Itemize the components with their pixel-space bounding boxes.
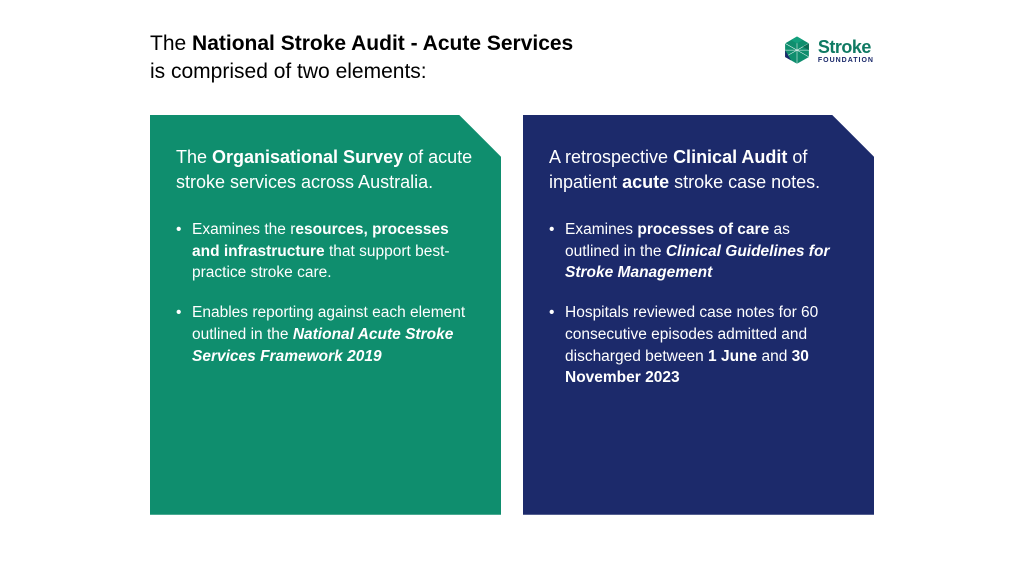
logo-text: Stroke FOUNDATION [818, 38, 874, 64]
panel-right-heading: A retrospective Clinical Audit of inpati… [549, 145, 848, 195]
title-line2: is comprised of two elements: [150, 60, 427, 83]
txt: and [757, 348, 791, 365]
txt-bold: acute [622, 172, 669, 192]
panel-right-bullets: Examines processes of care as outlined i… [549, 219, 848, 389]
logo-main-text: Stroke [818, 38, 874, 56]
header-row: The National Stroke Audit - Acute Servic… [150, 30, 874, 87]
panels-container: The Organisational Survey of acute strok… [150, 115, 874, 515]
panel-left-heading: The Organisational Survey of acute strok… [176, 145, 475, 195]
title-prefix: The [150, 32, 192, 55]
page-title: The National Stroke Audit - Acute Servic… [150, 30, 573, 87]
list-item: Enables reporting against each element o… [176, 302, 475, 367]
title-bold: National Stroke Audit - Acute Services [192, 32, 573, 55]
list-item: Hospitals reviewed case notes for 60 con… [549, 302, 848, 389]
logo-mark-icon [780, 34, 814, 68]
stroke-foundation-logo: Stroke FOUNDATION [780, 34, 874, 68]
logo-sub-text: FOUNDATION [818, 57, 874, 64]
txt-bold: processes of care [637, 221, 769, 238]
panel-clinical-audit: A retrospective Clinical Audit of inpati… [523, 115, 874, 515]
panel-organisational-survey: The Organisational Survey of acute strok… [150, 115, 501, 515]
list-item: Examines processes of care as outlined i… [549, 219, 848, 284]
txt-bold: 1 June [708, 348, 757, 365]
txt: Examines [565, 221, 637, 238]
txt: stroke case notes. [669, 172, 820, 192]
txt: The [176, 147, 212, 167]
list-item: Examines the resources, processes and in… [176, 219, 475, 284]
txt-bold: Clinical Audit [673, 147, 787, 167]
txt: Examines the r [192, 221, 295, 238]
panel-left-bullets: Examines the resources, processes and in… [176, 219, 475, 367]
txt: A retrospective [549, 147, 673, 167]
txt-bold: Organisational Survey [212, 147, 403, 167]
